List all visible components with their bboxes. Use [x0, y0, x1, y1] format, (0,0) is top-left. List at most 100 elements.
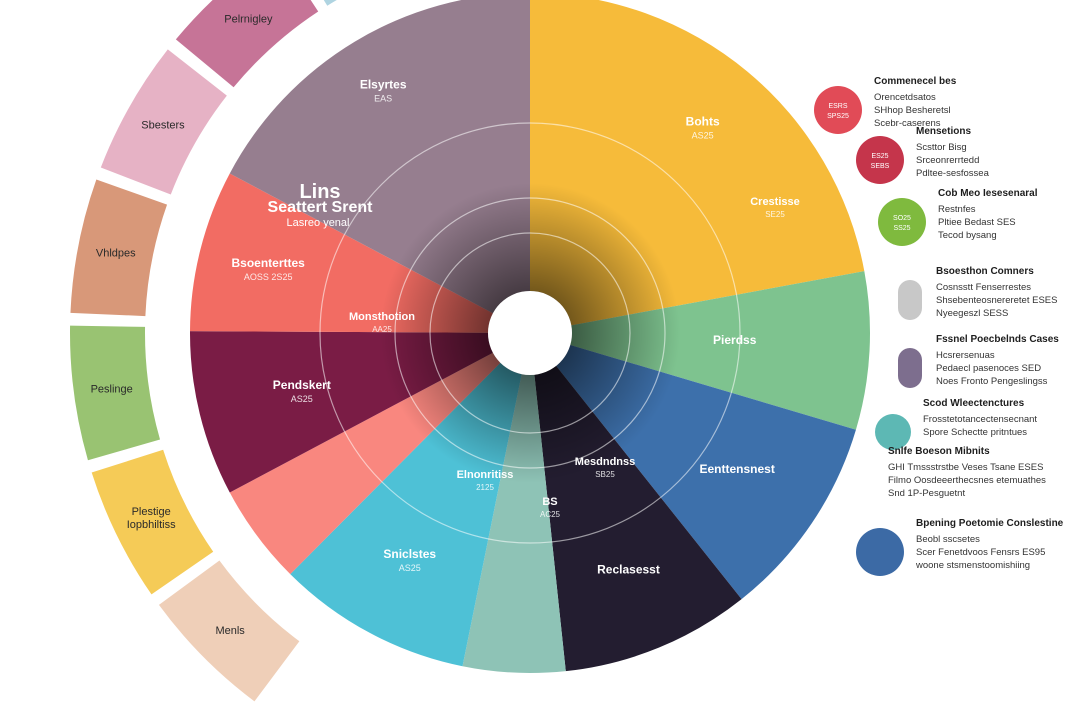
legend-badge: SS25	[893, 225, 910, 232]
outer-ring-label: Menls	[215, 625, 245, 637]
inner-label: BS	[542, 496, 557, 508]
legend-line: Pedaecl pasenoces SED	[936, 363, 1041, 374]
slice-value: EAS	[374, 94, 392, 104]
outer-ring-segment	[158, 560, 300, 702]
legend-badge: ES25	[871, 153, 888, 160]
legend-line: Cosnsstt Fenserrestes	[936, 282, 1031, 293]
decor-ring	[394, 197, 666, 469]
decor-ring	[319, 122, 741, 544]
legend-badge: SPS25	[827, 113, 849, 120]
outer-ring-label: Plestige Iopbhiltiss	[127, 506, 176, 531]
legend-swatch	[856, 528, 904, 576]
center-subtitle: Seattert Srent	[268, 199, 374, 216]
legend: ESRS SPS25 Commenecel bes Orencetdsatos SHho…	[814, 76, 1064, 576]
inner-value: SB25	[595, 470, 615, 479]
outer-ring-label: Pelrnigley	[224, 14, 273, 26]
slice-value: AOSS 2S25	[244, 272, 293, 282]
legend-title: Fssnel Poecbelnds Cases	[936, 334, 1059, 345]
legend-item: Snlfe Boeson Mibnits GHI Tmssstrstbe Vese…	[888, 446, 1046, 499]
legend-line: Pltiee Bedast SES	[938, 217, 1016, 228]
inner-value: 2125	[476, 483, 494, 492]
legend-line: Frosstetotancectensecnant	[923, 414, 1037, 425]
center-hole	[488, 291, 572, 375]
slice-label: Eenttensnest	[700, 462, 775, 476]
center-label: Lins Seattert Srent Lasreo yenal	[268, 181, 374, 229]
legend-swatch	[898, 280, 922, 320]
legend-line: Scsttor Bisg	[916, 142, 967, 153]
decor-ring	[429, 232, 631, 434]
legend-line: Hcsrersenuas	[936, 350, 995, 361]
slice-value: AS25	[291, 394, 313, 404]
slice-value: AS25	[692, 130, 714, 140]
legend-title: Cob Meo Iesesenaral	[938, 188, 1038, 199]
legend-line: Orencetdsatos	[874, 92, 936, 103]
slice-value: AS25	[399, 563, 421, 573]
legend-badge: SO25	[893, 215, 911, 222]
outer-ring-segment	[91, 449, 214, 595]
legend-line: Filmo Oosdeeerthecsnes etemuathes	[888, 475, 1046, 486]
legend-swatch	[875, 414, 911, 450]
outer-ring-segment	[70, 179, 168, 317]
slice-label: Elsyrtes	[360, 78, 407, 92]
legend-swatch	[814, 86, 862, 134]
inner-label: Mesdndnss	[575, 456, 636, 468]
decor-rings	[319, 122, 741, 544]
legend-title: Bsoesthon Comners	[936, 266, 1034, 277]
outer-ring-label: Sbesters	[141, 120, 185, 132]
legend-line: Scer Fenetdvoos Fensrs ES95	[916, 547, 1045, 558]
outer-ring-segment	[175, 0, 319, 88]
inner-label: Monsthotion	[349, 311, 415, 323]
legend-line: GHI Tmssstrstbe Veses Tsane ESES	[888, 462, 1043, 473]
inner-label: Crestisse	[750, 196, 800, 208]
slice-label: Reclasesst	[597, 563, 660, 577]
legend-item: Scod Wleectenctures Frosstetotancectensec…	[875, 398, 1037, 450]
pie-slice	[570, 271, 870, 430]
legend-title: Mensetions	[916, 126, 971, 137]
slice-label: Bohts	[686, 114, 720, 128]
legend-line: Shsebenteosnereretet ESES	[936, 295, 1057, 306]
legend-line: Beobl sscsetes	[916, 534, 980, 545]
inner-value: SE25	[765, 210, 785, 219]
legend-line: Srceonrerrtedd	[916, 155, 979, 166]
inner-labels: Crestisse SE25 Monsthotion AA25 Elnonritiss 2…	[349, 196, 800, 519]
inner-value: AC25	[540, 510, 561, 519]
legend-line: Nyeegeszl SESS	[936, 308, 1008, 319]
legend-line: Snd 1P-Pesguetnt	[888, 488, 965, 499]
legend-item: Bpening Poetomie Conslestine Beobl sscset…	[856, 518, 1064, 576]
inner-value: AA25	[372, 325, 392, 334]
slice-labels: Bohts AS25 Pierdss Eenttensnest Reclasesst Sn…	[232, 78, 775, 577]
legend-line: Scebr-caserens	[874, 118, 941, 129]
legend-swatch	[878, 198, 926, 246]
legend-line: woone stsmenstoomishiing	[915, 560, 1030, 571]
slice-label: Bsoenterttes	[232, 256, 306, 270]
legend-line: Restnfes	[938, 204, 976, 215]
outer-ring-segment	[323, 0, 337, 6]
legend-line: Tecod bysang	[938, 230, 997, 241]
outer-ring-label: Vhldpes	[96, 247, 136, 259]
outer-category-ring: PrsbesgadPelrnigleySbestersVhldpesPeslin…	[70, 0, 337, 702]
legend-item: ES25 SEBS Mensetions Scsttor Bisg Srceonrerr…	[856, 126, 990, 184]
legend-line: SHhop Besheretsl	[874, 105, 951, 116]
outer-ring-segment	[100, 49, 227, 195]
legend-badge: ESRS	[828, 103, 847, 110]
legend-title: Scod Wleectenctures	[923, 398, 1025, 409]
legend-line: Pdltee-sesfossea	[916, 168, 990, 179]
slice-label: Sniclstes	[383, 547, 436, 561]
legend-item: SO25 SS25 Cob Meo Iesesenaral Restnfes Pltie…	[878, 188, 1038, 246]
legend-title: Bpening Poetomie Conslestine	[916, 518, 1064, 529]
center-title: Lins	[299, 181, 340, 203]
center-note: Lasreo yenal	[287, 217, 350, 229]
legend-title: Commenecel bes	[874, 76, 957, 87]
outer-ring-label: Peslinge	[91, 384, 133, 396]
legend-title: Snlfe Boeson Mibnits	[888, 446, 990, 457]
slice-label: Pendskert	[273, 378, 331, 392]
legend-swatch	[898, 348, 922, 388]
legend-badge: SEBS	[871, 163, 890, 170]
legend-item: ESRS SPS25 Commenecel bes Orencetdsatos SHho…	[814, 76, 957, 134]
legend-swatch	[856, 136, 904, 184]
legend-item: Fssnel Poecbelnds Cases Hcsrersenuas Pedae…	[898, 334, 1059, 388]
inner-label: Elnonritiss	[457, 469, 514, 481]
legend-line: Spore Schectte pritntues	[923, 427, 1027, 438]
legend-line: Noes Fronto Pengeslingss	[936, 376, 1048, 387]
